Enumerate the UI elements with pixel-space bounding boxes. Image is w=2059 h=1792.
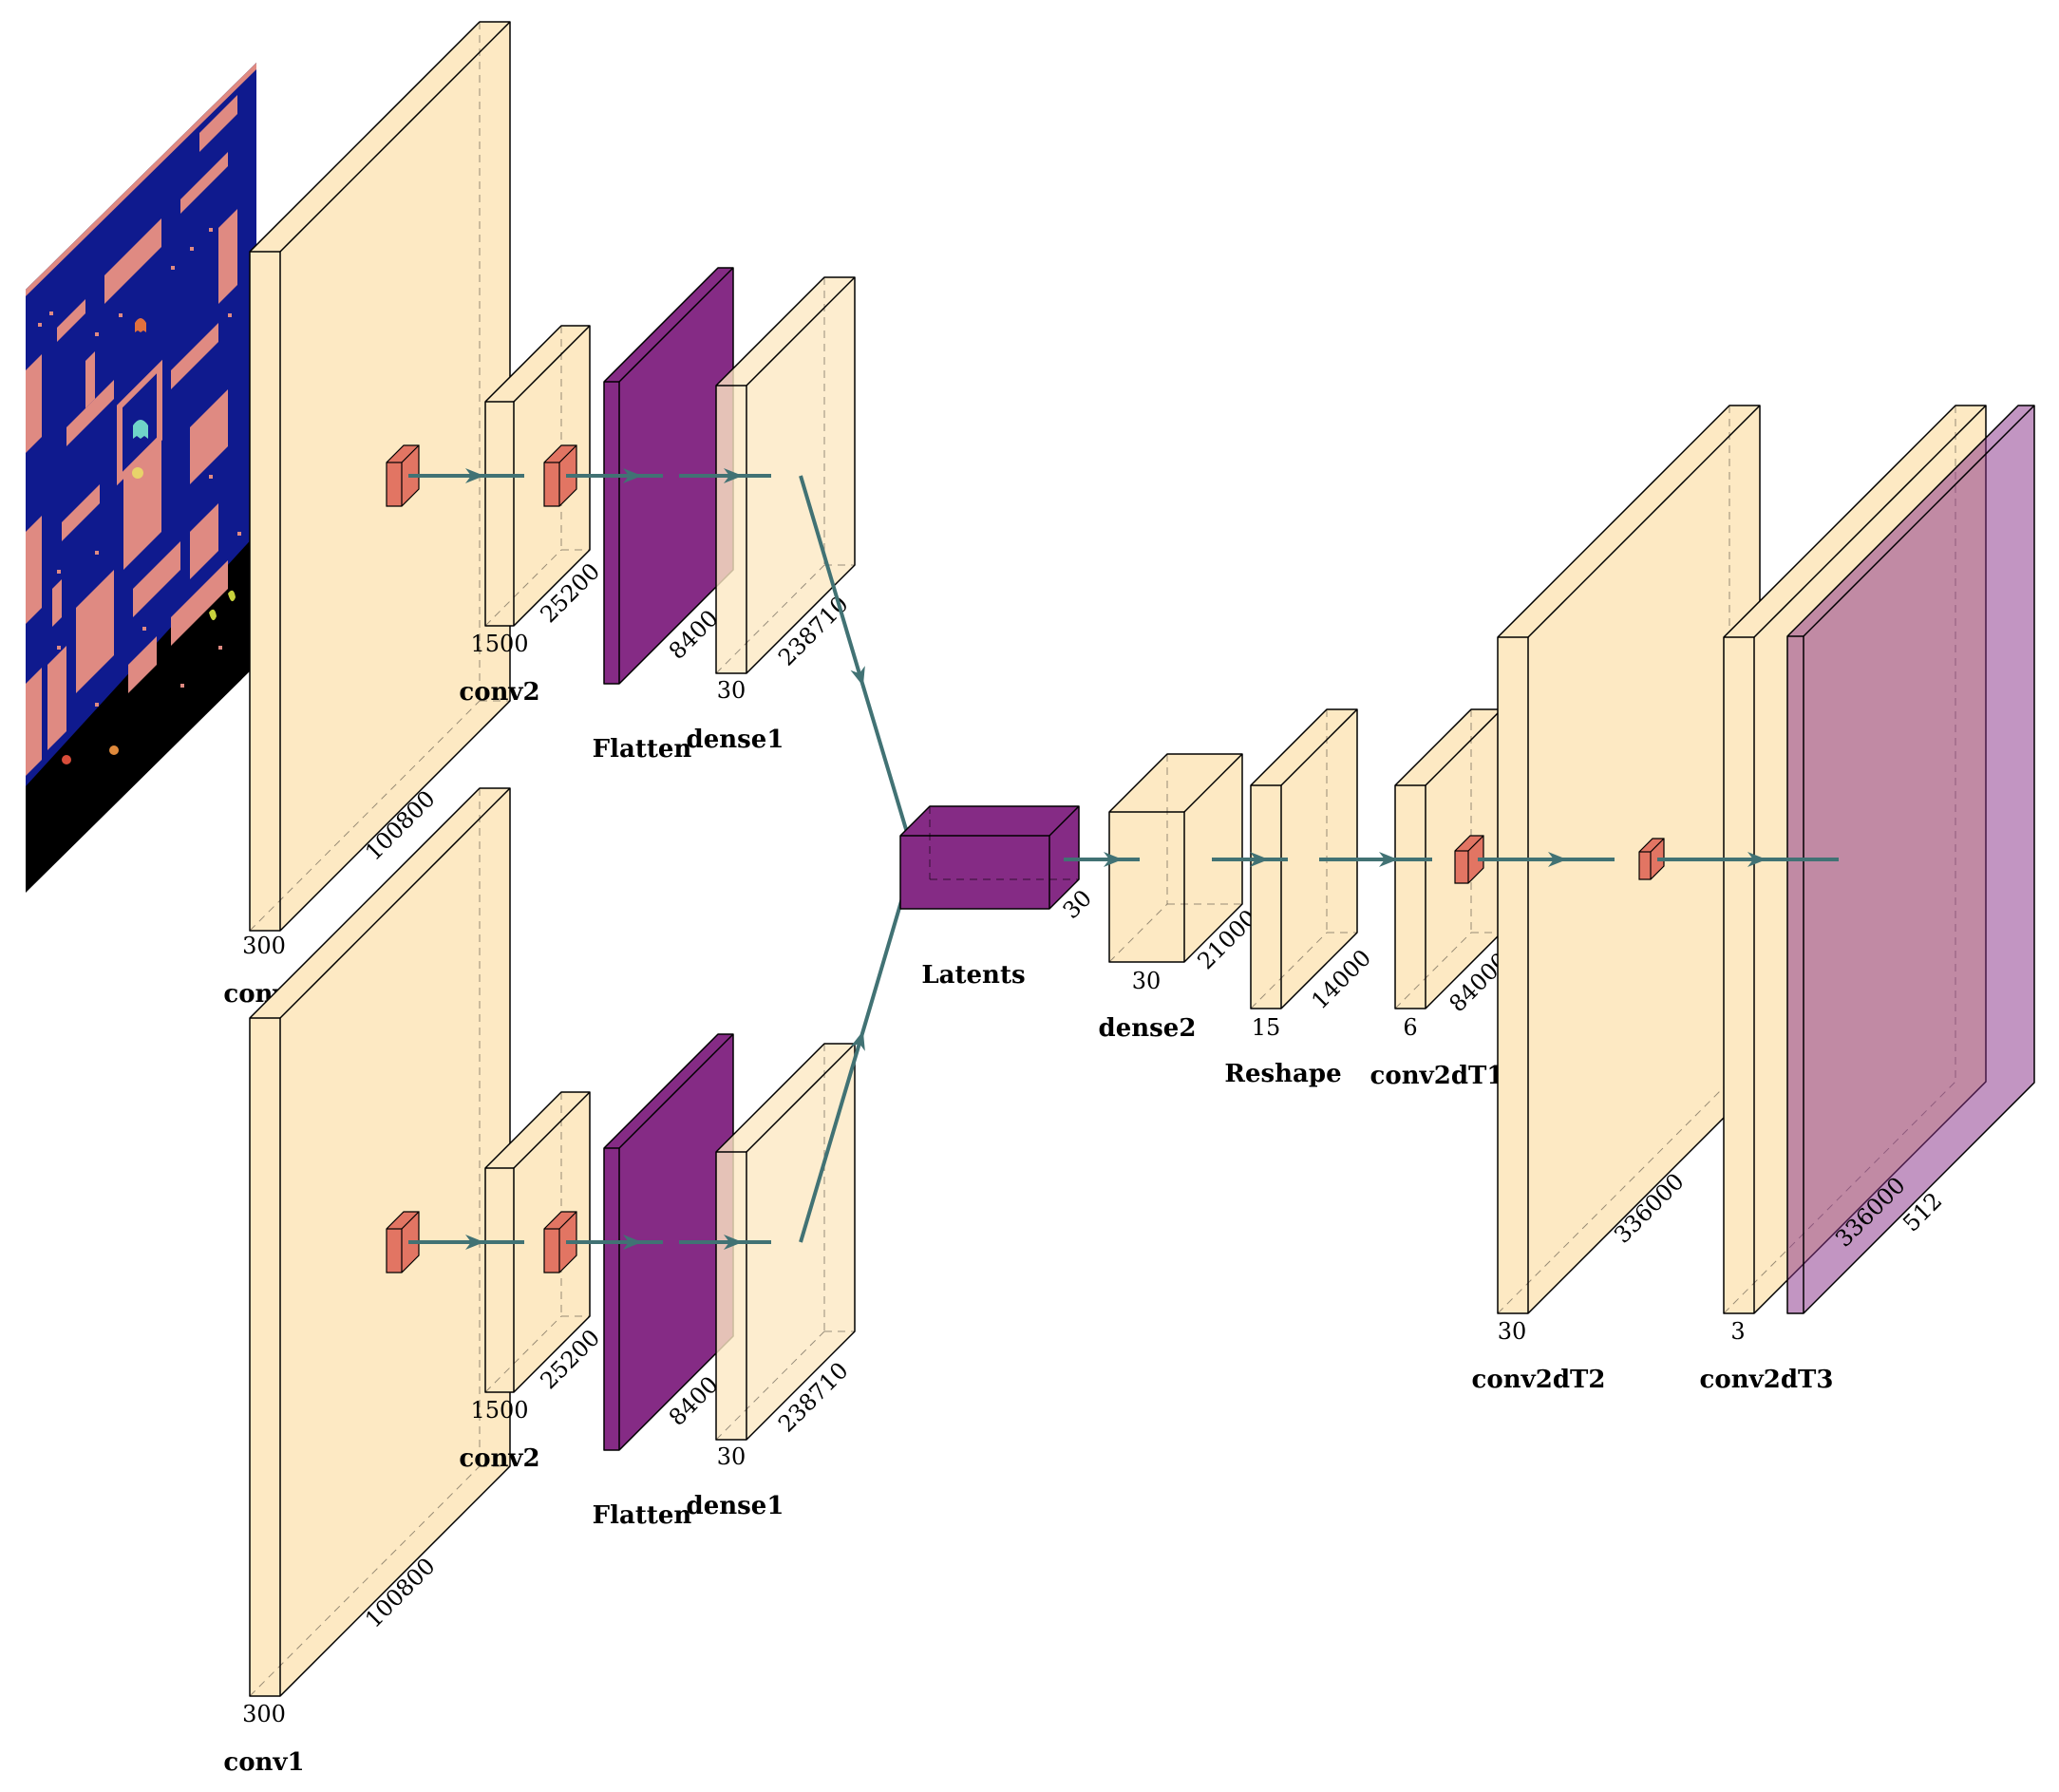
top-branch-arrows bbox=[408, 468, 916, 856]
conv2dT1-label: conv2dT1 bbox=[1370, 1062, 1504, 1090]
input-game-frame bbox=[26, 63, 256, 893]
bottom-conv1-label: conv1 bbox=[223, 1748, 304, 1777]
reshape-label: Reshape bbox=[1224, 1060, 1341, 1088]
conv2dT3-label: conv2dT3 bbox=[1700, 1366, 1834, 1394]
conv2dT2-kernel bbox=[1638, 838, 1665, 880]
ghost-icon bbox=[133, 420, 148, 439]
output-block bbox=[1786, 405, 2035, 1314]
top-conv2-label: conv2 bbox=[459, 678, 539, 707]
bottom-conv2-label: conv2 bbox=[459, 1444, 539, 1473]
cherry-icon bbox=[62, 755, 71, 764]
top-conv1-block bbox=[249, 21, 511, 932]
reshape-block bbox=[1250, 708, 1358, 1009]
top-conv2-depth: 1500 bbox=[470, 631, 528, 657]
conv2dT1-block bbox=[1394, 708, 1502, 1009]
lives-icon bbox=[209, 590, 236, 621]
bottom-branch-arrows bbox=[408, 858, 916, 1250]
dense2-label: dense2 bbox=[1099, 1014, 1197, 1043]
bottom-conv1-kernel bbox=[386, 1211, 420, 1273]
bottom-dense1-label: dense1 bbox=[687, 1492, 784, 1520]
top-conv2-kernel bbox=[543, 444, 577, 507]
latents-block bbox=[899, 805, 1080, 910]
conv2dT2-depth: 30 bbox=[1498, 1318, 1527, 1345]
bottom-flatten-label: Flatten bbox=[593, 1501, 692, 1530]
top-dense1-label: dense1 bbox=[687, 726, 784, 754]
bottom-flatten-block bbox=[603, 1033, 734, 1451]
top-flatten-label: Flatten bbox=[593, 735, 692, 764]
top-conv2-block bbox=[484, 325, 591, 627]
bottom-conv1-depth: 300 bbox=[242, 1701, 286, 1727]
top-dense1-block bbox=[715, 276, 856, 674]
pacman-icon bbox=[132, 467, 143, 479]
bottom-dense1-depth: 30 bbox=[717, 1443, 746, 1470]
bottom-conv2-block bbox=[484, 1091, 591, 1393]
conv2dT2-label: conv2dT2 bbox=[1472, 1366, 1606, 1394]
bottom-conv2-kernel bbox=[543, 1211, 577, 1273]
top-conv1-kernel bbox=[386, 444, 420, 507]
latents-label: Latents bbox=[921, 961, 1025, 990]
conv2dT1-kernel bbox=[1454, 835, 1484, 884]
ghost-icon bbox=[135, 318, 146, 332]
top-flatten-block bbox=[603, 267, 734, 685]
bottom-conv1-block bbox=[249, 787, 511, 1697]
conv2dT1-depth: 6 bbox=[1403, 1014, 1417, 1041]
top-conv1-depth: 300 bbox=[242, 933, 286, 959]
dense2-depth: 30 bbox=[1132, 968, 1162, 994]
conv2dT3-depth: 3 bbox=[1730, 1318, 1745, 1345]
pellet-dots bbox=[38, 228, 241, 707]
reshape-depth: 15 bbox=[1252, 1014, 1281, 1041]
bottom-conv2-depth: 1500 bbox=[470, 1397, 528, 1424]
fruit-icon bbox=[109, 745, 119, 755]
dense2-block bbox=[1108, 753, 1243, 963]
top-dense1-depth: 30 bbox=[717, 677, 746, 704]
